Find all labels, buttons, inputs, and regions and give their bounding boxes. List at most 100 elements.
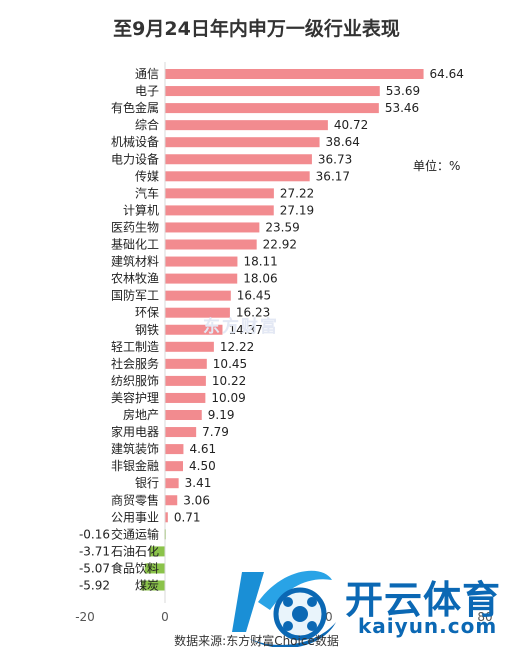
bar [165,154,312,165]
category-label: 国防军工 [111,288,159,303]
bar [150,546,165,557]
value-label: 23.59 [265,220,299,234]
category-label: 有色金属 [111,100,159,115]
value-label: 27.19 [280,203,314,217]
bar [165,69,424,79]
value-label: -5.92 [79,579,110,593]
bar [141,580,165,591]
category-label: 房地产 [123,407,159,422]
value-label: 53.46 [385,101,419,115]
value-label: 4.61 [189,442,216,456]
bar [165,120,328,131]
bar [165,188,274,199]
value-label: 18.06 [243,272,277,286]
value-label: 12.22 [220,340,254,354]
bar [165,341,214,352]
category-label: 银行 [135,476,159,490]
category-label: 纺织服饰 [111,374,159,388]
value-label: 4.50 [189,459,216,473]
category-label: 医药生物 [111,220,159,234]
category-label: 农林牧渔 [111,272,159,286]
x-tick-label: 0 [161,610,169,624]
bar [165,137,320,148]
value-label: 36.17 [316,169,350,183]
bar [165,324,223,335]
category-label: 环保 [135,306,159,320]
category-label: 建筑装饰 [111,441,159,456]
bar [165,410,202,420]
category-label: 煤炭 [135,579,159,593]
value-label: 18.11 [243,255,277,269]
category-label: 商贸零售 [111,492,159,507]
category-label: 非银金融 [111,458,159,473]
value-label: 3.06 [183,493,210,507]
category-label: 食品饮料 [111,560,159,575]
category-label: 钢铁 [135,323,159,337]
value-label: 10.22 [212,374,246,388]
kaiyun-logo-icon [232,570,336,647]
value-label: 7.79 [202,425,229,439]
bar [165,478,179,489]
value-label: 10.45 [213,357,247,371]
value-label: 16.23 [236,306,270,320]
value-label: 64.64 [430,67,464,81]
category-label: 交通运输 [111,526,159,541]
bar [165,171,310,182]
value-label: 27.22 [280,186,314,200]
unit-label: 单位：% [413,159,461,173]
chart-title: 至9月24日年内申万一级行业表现 [113,18,400,40]
bar [165,205,274,216]
category-label: 汽车 [135,185,159,200]
category-label: 基础化工 [111,238,159,252]
source-label: 数据来源:东方财富Choice数据 [174,634,339,648]
category-label: 计算机 [123,202,159,217]
bar [165,375,206,386]
value-label: 16.45 [237,289,271,303]
category-label: 综合 [135,117,159,132]
bar [165,307,230,318]
category-label: 建筑材料 [111,254,159,269]
category-label: 家用电器 [111,424,159,439]
bar [144,563,165,574]
x-tick-label: 80 [477,610,492,624]
value-label: 40.72 [334,118,368,132]
category-label: 通信 [135,67,159,81]
category-label: 机械设备 [111,134,159,149]
category-label: 社会服务 [111,356,159,371]
bar [165,427,197,438]
x-tick-label: -20 [75,610,95,624]
bar [165,86,380,97]
value-label: 9.19 [208,408,235,422]
bar [165,103,379,114]
bar [165,222,260,233]
bar [165,512,168,523]
value-label: 14.37 [228,323,262,337]
value-label: 53.69 [386,84,420,98]
bar [165,290,231,301]
category-label: 电力设备 [111,152,159,166]
category-label: 传媒 [135,168,159,183]
value-label: -5.07 [79,561,110,575]
category-label: 美容护理 [111,390,159,405]
bar [165,392,206,403]
category-label: 轻工制造 [111,340,159,354]
value-label: 22.92 [263,238,297,252]
watermark-text: 东方财富 [203,317,279,337]
bars-layer [141,69,424,591]
value-label: 10.09 [211,391,245,405]
bar [165,444,184,455]
bar [165,358,207,369]
logo-brand-text: 开云体育 [345,578,502,622]
value-label: 38.64 [326,135,360,149]
category-label: 电子 [135,84,159,98]
value-label: 3.41 [185,476,212,490]
category-label: 石油石化 [111,544,159,558]
value-label: 0.71 [174,510,201,524]
value-label: -3.71 [79,544,110,558]
bar [165,239,257,250]
category-label: 公用事业 [111,510,159,524]
bar [165,495,178,506]
bar [165,273,238,284]
bar [165,461,183,472]
